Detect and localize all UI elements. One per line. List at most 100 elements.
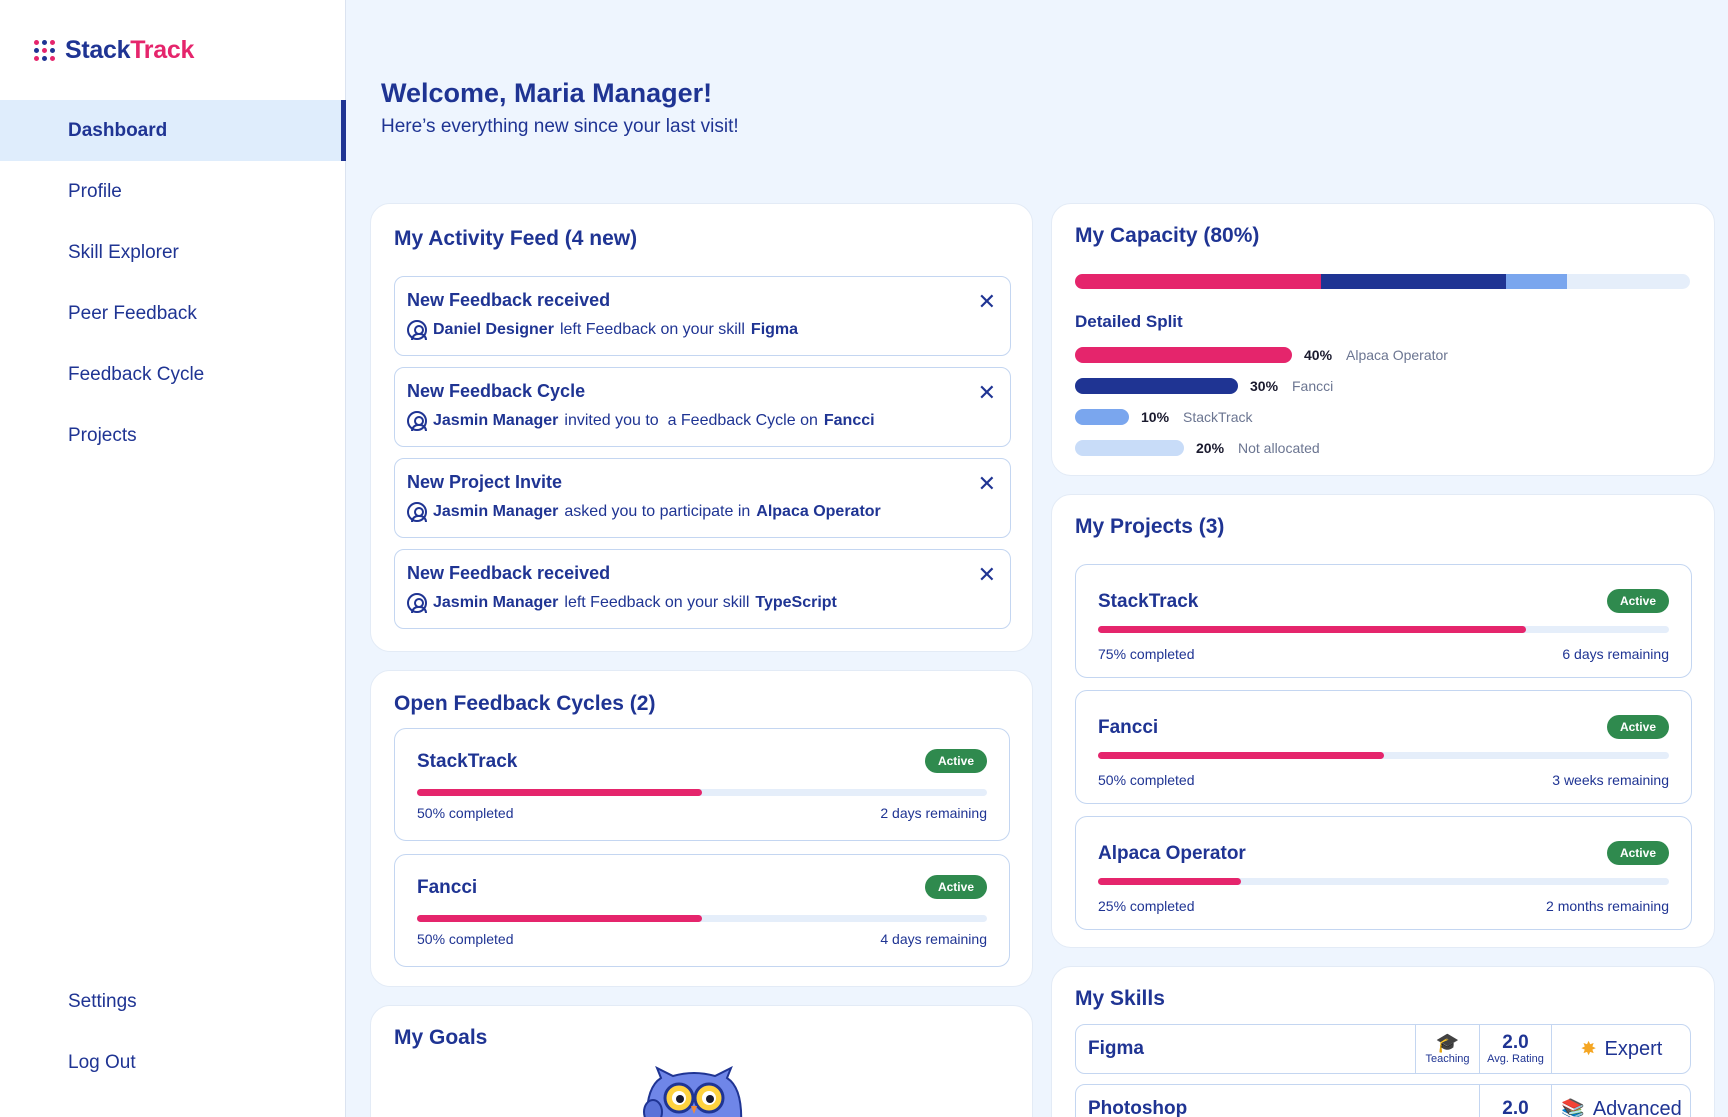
feed-item-title: New Feedback received: [407, 290, 611, 310]
feedback-cycles-card: Open Feedback Cycles (2) StackTrack Acti…: [370, 670, 1033, 987]
feed-item[interactable]: New Project Invite ✕ Jasmin Manager aske…: [394, 458, 1011, 538]
project-name: Alpaca Operator: [1098, 843, 1246, 864]
progress-completed: 50% completed: [417, 931, 514, 947]
sidebar-item-dashboard[interactable]: Dashboard: [0, 100, 346, 161]
feed-item-text: Jasmin Manager left Feedback on your ski…: [407, 593, 837, 613]
close-icon[interactable]: ✕: [977, 380, 996, 405]
owl-mascot-icon: [643, 1066, 743, 1117]
teaching-cell: 🎓 Teaching: [1415, 1025, 1479, 1073]
progress-remaining: 6 days remaining: [1562, 646, 1669, 662]
feed-item-user[interactable]: Daniel Designer: [433, 321, 554, 338]
project-item[interactable]: StackTrack Active 75% completed 6 days r…: [1075, 564, 1692, 678]
cycle-name: Fancci: [417, 877, 478, 898]
star-badge-icon: ✸: [1580, 1038, 1597, 1060]
graduation-cap-icon: 🎓: [1435, 1032, 1460, 1054]
skills-title: My Skills: [1075, 987, 1165, 1010]
status-badge: Active: [924, 875, 987, 899]
split-bar: [1075, 440, 1184, 456]
status-badge: Active: [924, 749, 987, 773]
sidebar-item-logout[interactable]: Log Out: [68, 1051, 136, 1073]
split-bar: [1075, 378, 1238, 394]
skill-row[interactable]: Photoshop 2.0 📚 Advanced: [1075, 1084, 1691, 1117]
feed-item[interactable]: New Feedback Cycle ✕ Jasmin Manager invi…: [394, 367, 1011, 447]
feed-item-user[interactable]: Jasmin Manager: [433, 594, 559, 611]
skill-rating: 2.0: [1502, 1097, 1529, 1117]
feed-item-title: New Project Invite: [407, 472, 563, 492]
projects-card: My Projects (3) StackTrack Active 75% co…: [1051, 494, 1715, 948]
progress-remaining: 4 days remaining: [880, 931, 987, 947]
feed-item[interactable]: New Feedback received ✕ Daniel Designer …: [394, 276, 1011, 356]
progress-bar: [1098, 626, 1669, 633]
close-icon[interactable]: ✕: [977, 289, 996, 314]
skill-name: Photoshop: [1088, 1098, 1188, 1117]
feed-item-target[interactable]: Figma: [750, 321, 799, 338]
status-badge: Active: [1606, 715, 1669, 739]
split-percent: 40%: [1304, 347, 1333, 363]
cycle-item[interactable]: StackTrack Active 50% completed 2 days r…: [394, 728, 1010, 841]
rating-cell: 2.0: [1479, 1085, 1551, 1117]
skills-card: My Skills Figma 🎓 Teaching 2.0 Avg. Rati…: [1051, 966, 1715, 1117]
split-row: 30% Fancci: [1075, 377, 1333, 395]
progress-remaining: 2 days remaining: [880, 805, 987, 821]
detailed-split-title: Detailed Split: [1075, 312, 1183, 331]
sidebar-item-projects[interactable]: Projects: [68, 424, 137, 446]
status-badge: Active: [1606, 589, 1669, 613]
app-logo[interactable]: StackTrack: [34, 36, 194, 65]
status-badge: Active: [1606, 841, 1669, 865]
split-percent: 30%: [1250, 378, 1279, 394]
feed-item-message: left Feedback on your skill: [559, 321, 745, 338]
split-label: Not allocated: [1238, 440, 1320, 456]
progress-remaining: 3 weeks remaining: [1552, 772, 1669, 788]
rating-cell: 2.0 Avg. Rating: [1479, 1025, 1551, 1073]
books-icon: 📚: [1561, 1098, 1585, 1117]
progress-completed: 50% completed: [417, 805, 514, 821]
capacity-segment: [1505, 274, 1567, 289]
skill-row[interactable]: Figma 🎓 Teaching 2.0 Avg. Rating ✸ Exper…: [1075, 1024, 1691, 1074]
sidebar-item-settings[interactable]: Settings: [68, 990, 137, 1012]
project-item[interactable]: Alpaca Operator Active 25% completed 2 m…: [1075, 816, 1692, 930]
capacity-segment: [1321, 274, 1506, 289]
feedback-cycles-title: Open Feedback Cycles (2): [394, 692, 656, 715]
progress-bar: [417, 915, 987, 922]
goals-card: My Goals: [370, 1005, 1033, 1117]
goals-title: My Goals: [394, 1026, 488, 1049]
split-label: Fancci: [1292, 378, 1334, 394]
sidebar-item-feedback-cycle[interactable]: Feedback Cycle: [68, 363, 205, 385]
progress-bar: [417, 789, 987, 796]
feed-item-target[interactable]: Alpaca Operator: [756, 503, 881, 520]
close-icon[interactable]: ✕: [977, 562, 996, 587]
split-label: StackTrack: [1183, 409, 1253, 425]
feed-item-message: invited you to a Feedback Cycle on: [564, 412, 818, 429]
feed-item-user[interactable]: Jasmin Manager: [433, 503, 559, 520]
feed-item-target[interactable]: Fancci: [823, 412, 875, 429]
projects-title: My Projects (3): [1075, 515, 1225, 538]
close-icon[interactable]: ✕: [977, 471, 996, 496]
activity-feed-card: My Activity Feed (4 new) New Feedback re…: [370, 203, 1033, 652]
cycle-item[interactable]: Fancci Active 50% completed 4 days remai…: [394, 854, 1010, 967]
skill-level: Advanced: [1592, 1097, 1682, 1117]
progress-completed: 25% completed: [1098, 898, 1195, 914]
feed-item[interactable]: New Feedback received ✕ Jasmin Manager l…: [394, 549, 1011, 629]
sidebar-item-skill-explorer[interactable]: Skill Explorer: [68, 241, 179, 263]
feed-item-user[interactable]: Jasmin Manager: [433, 412, 559, 429]
sidebar-item-peer-feedback[interactable]: Peer Feedback: [68, 302, 197, 324]
feed-item-message: asked you to participate in: [564, 503, 751, 520]
progress-fill: [1098, 878, 1241, 885]
logo-icon: [34, 40, 55, 61]
sidebar: StackTrack Dashboard Profile Skill Explo…: [0, 0, 346, 1117]
teaching-label: Teaching: [1425, 1052, 1470, 1065]
level-cell: 📚 Advanced: [1551, 1085, 1691, 1117]
split-row: 20% Not allocated: [1075, 439, 1320, 457]
feed-item-text: Daniel Designer left Feedback on your sk…: [407, 320, 798, 340]
split-percent: 20%: [1196, 440, 1225, 456]
feed-item-text: Jasmin Manager asked you to participate …: [407, 502, 881, 522]
skill-rating: 2.0: [1502, 1031, 1529, 1053]
progress-fill: [417, 915, 702, 922]
capacity-title: My Capacity (80%): [1075, 224, 1260, 247]
rating-label: Avg. Rating: [1487, 1053, 1544, 1066]
sidebar-item-profile[interactable]: Profile: [68, 180, 122, 202]
progress-bar: [1098, 752, 1669, 759]
capacity-segment: [1075, 274, 1321, 289]
project-item[interactable]: Fancci Active 50% completed 3 weeks rema…: [1075, 690, 1692, 804]
feed-item-target[interactable]: TypeScript: [755, 594, 837, 611]
